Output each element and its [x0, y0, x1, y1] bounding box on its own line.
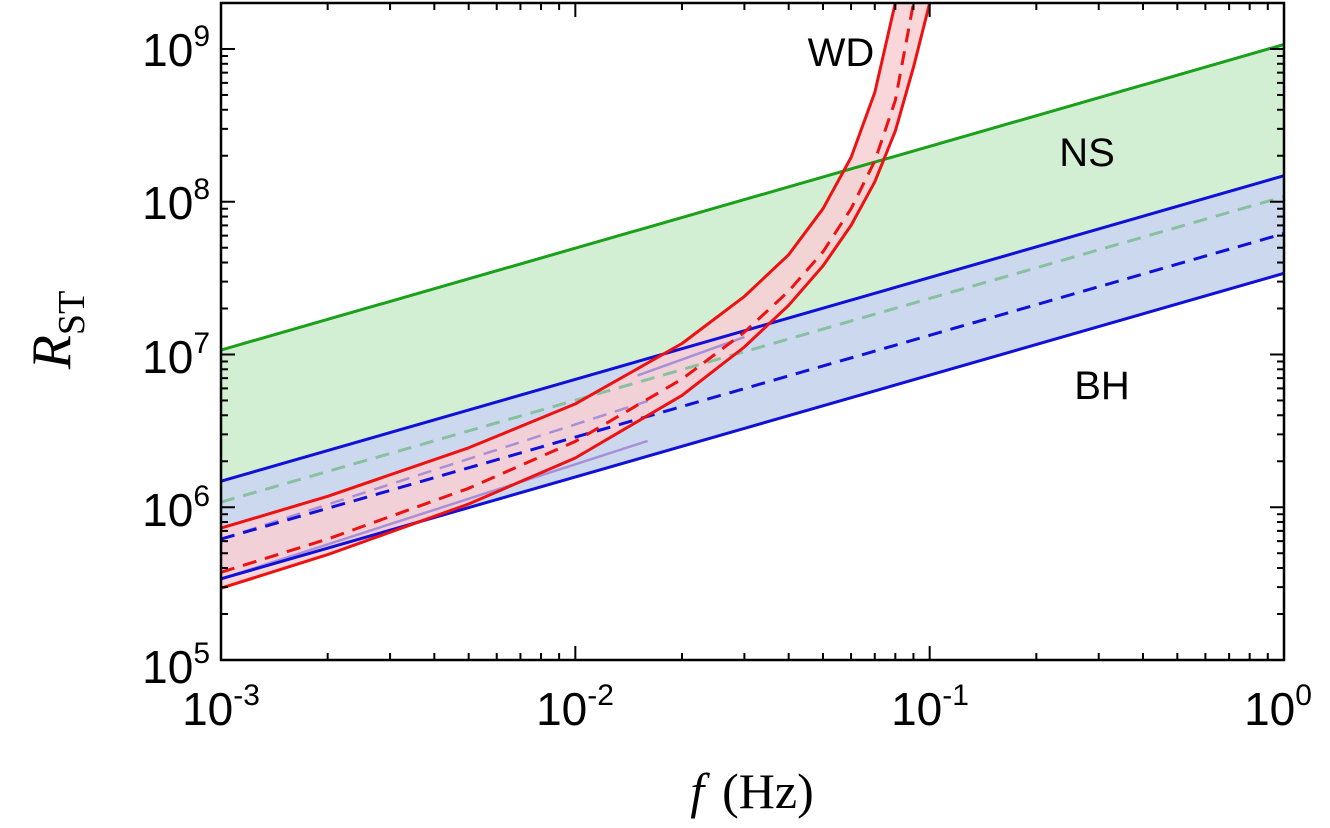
band-wd-lower-line: [221, 3, 932, 590]
x-tick-label: 10-3: [182, 679, 260, 735]
band-wd-upper-line: [221, 3, 897, 530]
band-bh-median-line: [221, 232, 1284, 541]
x-tick-labels: 10-3 10-2 10-1 100: [182, 679, 1312, 735]
x-tick-label: 100: [1244, 679, 1312, 735]
overlay-line-0: [221, 439, 649, 580]
y-tick-label: 105: [142, 637, 210, 693]
y-tick-label: 109: [142, 20, 210, 76]
y-tick-labels: 105 106 107 108 109: [142, 20, 210, 693]
ticks-layer: [220, 2, 1285, 661]
band-ns-fill: [221, 44, 1284, 482]
overlay-line-1: [221, 399, 649, 541]
band-wd-median-line: [221, 3, 915, 574]
band-ns-median-line: [221, 195, 1284, 504]
y-axis-title: RST: [21, 291, 93, 371]
band-wd-fill: [221, 3, 930, 589]
x-axis-title: f (Hz): [690, 763, 814, 819]
band-bh-upper-line: [221, 174, 1284, 483]
band-ns-upper-line: [221, 43, 1284, 352]
lines-layer: [221, 3, 1284, 590]
region-label-wd: WD: [808, 31, 875, 75]
x-tick-label: 10-1: [891, 679, 969, 735]
x-tick-label: 10-2: [536, 679, 614, 735]
region-label-bh: BH: [1074, 364, 1130, 408]
y-tick-label: 108: [142, 173, 210, 229]
overlay-line-2: [637, 335, 745, 377]
y-tick-label: 107: [142, 327, 210, 383]
region-label-ns: NS: [1059, 131, 1115, 175]
bands-layer: [221, 3, 1284, 589]
y-tick-label: 106: [142, 480, 210, 536]
plot-frame: [219, 1, 1286, 662]
